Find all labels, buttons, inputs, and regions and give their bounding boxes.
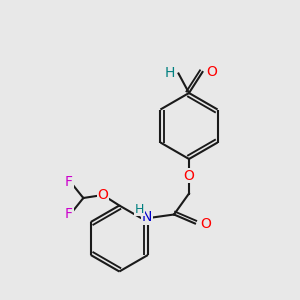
Text: O: O — [206, 65, 217, 79]
Text: N: N — [142, 210, 152, 224]
Text: O: O — [184, 169, 194, 182]
Text: F: F — [65, 175, 73, 188]
Text: H: H — [135, 202, 145, 216]
Text: H: H — [164, 67, 175, 80]
Text: O: O — [98, 188, 108, 202]
Text: F: F — [65, 208, 73, 221]
Text: O: O — [200, 217, 211, 230]
